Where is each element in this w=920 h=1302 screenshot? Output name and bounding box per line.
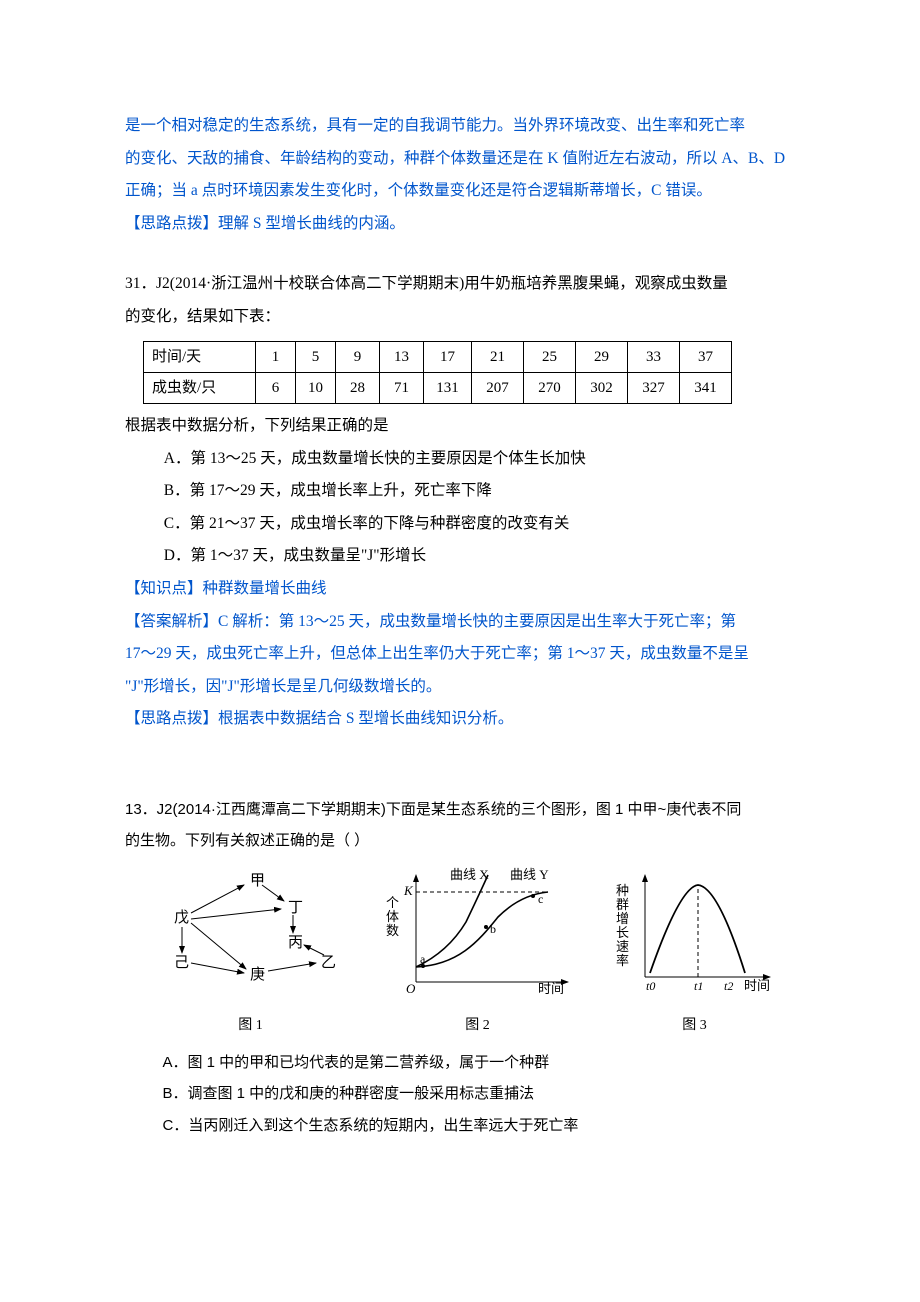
xlabel: 时间 bbox=[744, 978, 770, 993]
table-cell: 37 bbox=[680, 342, 732, 373]
node-jia: 甲 bbox=[250, 873, 265, 889]
edge bbox=[191, 923, 246, 969]
table-cell: 6 bbox=[256, 373, 296, 404]
table-row: 成虫数/只6102871131207270302327341 bbox=[144, 373, 732, 404]
table-cell: 10 bbox=[296, 373, 336, 404]
q31-knowledge: 【知识点】种群数量增长曲线 bbox=[125, 573, 810, 606]
rate-svg: 种群增长速率 t0 t1 t2 时间 bbox=[610, 867, 780, 997]
table-cell: 131 bbox=[424, 373, 472, 404]
q31-answer-1: 【答案解析】C 解析：第 13～25 天，成虫数量增长快的主要原因是出生率大于死… bbox=[125, 606, 810, 639]
table-cell: 13 bbox=[380, 342, 424, 373]
growth-svg: 个体数 K O 时间 曲线 X 曲线 Y a b c bbox=[378, 867, 578, 997]
q31-stem-line1: 31．J2(2014·浙江温州十校联合体高二下学期期末)用牛奶瓶培养黑腹果蝇，观… bbox=[125, 268, 810, 301]
node-yi: 乙 bbox=[321, 955, 336, 971]
table-cell: 270 bbox=[524, 373, 576, 404]
table-cell: 71 bbox=[380, 373, 424, 404]
curvex-label: 曲线 X bbox=[450, 867, 489, 882]
dot-icon bbox=[484, 925, 488, 929]
intro-line-1: 是一个相对稳定的生态系统，具有一定的自我调节能力。当外界环境改变、出生率和死亡率 bbox=[125, 110, 810, 143]
q31-stem-line2: 的变化，结果如下表： bbox=[125, 301, 810, 334]
table-cell: 时间/天 bbox=[144, 342, 256, 373]
curve-x bbox=[416, 875, 488, 967]
table-cell: 成虫数/只 bbox=[144, 373, 256, 404]
q13-options: A．图 1 中的甲和已均代表的是第二营养级，属于一个种群 B．调查图 1 中的戊… bbox=[125, 1047, 810, 1142]
fig1-caption: 图 1 bbox=[156, 1011, 346, 1040]
table-cell: 33 bbox=[628, 342, 680, 373]
table-cell: 207 bbox=[472, 373, 524, 404]
node-wu: 戊 bbox=[174, 909, 189, 926]
table-cell: 25 bbox=[524, 342, 576, 373]
q13-option-c: C．当丙刚迁入到这个生态系统的短期内，出生率远大于死亡率 bbox=[163, 1110, 811, 1142]
intro-tip: 【思路点拨】理解 S 型增长曲线的内涵。 bbox=[125, 208, 810, 241]
document-page: 是一个相对稳定的生态系统，具有一定的自我调节能力。当外界环境改变、出生率和死亡率… bbox=[0, 0, 920, 1302]
q13-option-a: A．图 1 中的甲和已均代表的是第二营养级，属于一个种群 bbox=[163, 1047, 811, 1079]
pt-c: c bbox=[538, 892, 543, 906]
table-row: 时间/天15913172125293337 bbox=[144, 342, 732, 373]
fig2-caption: 图 2 bbox=[378, 1011, 578, 1040]
dot-icon bbox=[531, 894, 535, 898]
node-ding: 丁 bbox=[288, 900, 303, 916]
table-cell: 1 bbox=[256, 342, 296, 373]
node-ji: 己 bbox=[174, 955, 189, 971]
q13-option-b: B．调查图 1 中的戊和庚的种群密度一般采用标志重捕法 bbox=[163, 1078, 811, 1110]
table-cell: 21 bbox=[472, 342, 524, 373]
figure-2: 个体数 K O 时间 曲线 X 曲线 Y a b c 图 2 bbox=[378, 867, 578, 1041]
table-cell: 9 bbox=[336, 342, 380, 373]
q31-table: 时间/天15913172125293337 成虫数/只6102871131207… bbox=[143, 341, 732, 404]
table-cell: 5 bbox=[296, 342, 336, 373]
figure-1: 甲 丁 丙 乙 戊 己 庚 图 1 bbox=[156, 867, 346, 1041]
t2-label: t2 bbox=[724, 979, 733, 993]
q31-answer-3: "J"形增长，因"J"形增长是呈几何级数增长的。 bbox=[125, 671, 810, 704]
q31-aftertable: 根据表中数据分析，下列结果正确的是 bbox=[125, 410, 810, 443]
q31-tip: 【思路点拨】根据表中数据结合 S 型增长曲线知识分析。 bbox=[125, 703, 810, 736]
t0-label: t0 bbox=[646, 979, 655, 993]
edge bbox=[268, 963, 316, 971]
figure-row: 甲 丁 丙 乙 戊 己 庚 图 1 bbox=[125, 867, 810, 1041]
fig3-caption: 图 3 bbox=[610, 1011, 780, 1040]
table-cell: 29 bbox=[576, 342, 628, 373]
q13-stem-line1: 13．J2(2014·江西鹰潭高二下学期期末)下面是某生态系统的三个图形，图 1… bbox=[125, 794, 810, 826]
edge bbox=[304, 945, 324, 955]
figure-3: 种群增长速率 t0 t1 t2 时间 图 3 bbox=[610, 867, 780, 1041]
foodweb-svg: 甲 丁 丙 乙 戊 己 庚 bbox=[156, 867, 346, 997]
dot-icon bbox=[421, 964, 425, 968]
table-cell: 302 bbox=[576, 373, 628, 404]
q31-answer-2: 17～29 天，成虫死亡率上升，但总体上出生率仍大于死亡率；第 1～37 天，成… bbox=[125, 638, 810, 671]
k-label: K bbox=[403, 883, 414, 898]
edge bbox=[191, 909, 281, 919]
intro-line-2: 的变化、天敌的捕食、年龄结构的变动，种群个体数量还是在 K 值附近左右波动，所以… bbox=[125, 143, 810, 176]
t1-label: t1 bbox=[694, 979, 703, 993]
q31-option-d: D．第 1～37 天，成虫数量呈"J"形增长 bbox=[164, 540, 810, 573]
edge bbox=[191, 885, 244, 913]
q13-stem-line2: 的生物。下列有关叙述正确的是（ ） bbox=[125, 825, 810, 857]
pt-b: b bbox=[490, 922, 496, 936]
table-cell: 17 bbox=[424, 342, 472, 373]
q31-option-c: C．第 21～37 天，成虫增长率的下降与种群密度的改变有关 bbox=[164, 508, 810, 541]
table-cell: 327 bbox=[628, 373, 680, 404]
pt-a: a bbox=[420, 952, 426, 966]
node-bing: 丙 bbox=[288, 935, 303, 951]
edge bbox=[191, 963, 244, 973]
table-cell: 341 bbox=[680, 373, 732, 404]
q31-option-a: A．第 13～25 天，成虫数量增长快的主要原因是个体生长加快 bbox=[164, 443, 810, 476]
origin-label: O bbox=[406, 981, 416, 996]
intro-line-3: 正确；当 a 点时环境因素发生变化时，个体数量变化还是符合逻辑斯蒂增长，C 错误… bbox=[125, 175, 810, 208]
ylabel: 种群增长速率 bbox=[616, 883, 629, 968]
q31-options: A．第 13～25 天，成虫数量增长快的主要原因是个体生长加快 B．第 17～2… bbox=[125, 443, 810, 573]
node-geng: 庚 bbox=[250, 966, 265, 983]
curvey-label: 曲线 Y bbox=[510, 867, 549, 882]
xlabel: 时间 bbox=[538, 981, 564, 996]
edge bbox=[262, 885, 284, 901]
ylabel: 个体数 bbox=[386, 895, 399, 938]
q31-option-b: B．第 17～29 天，成虫增长率上升，死亡率下降 bbox=[164, 475, 810, 508]
table-cell: 28 bbox=[336, 373, 380, 404]
